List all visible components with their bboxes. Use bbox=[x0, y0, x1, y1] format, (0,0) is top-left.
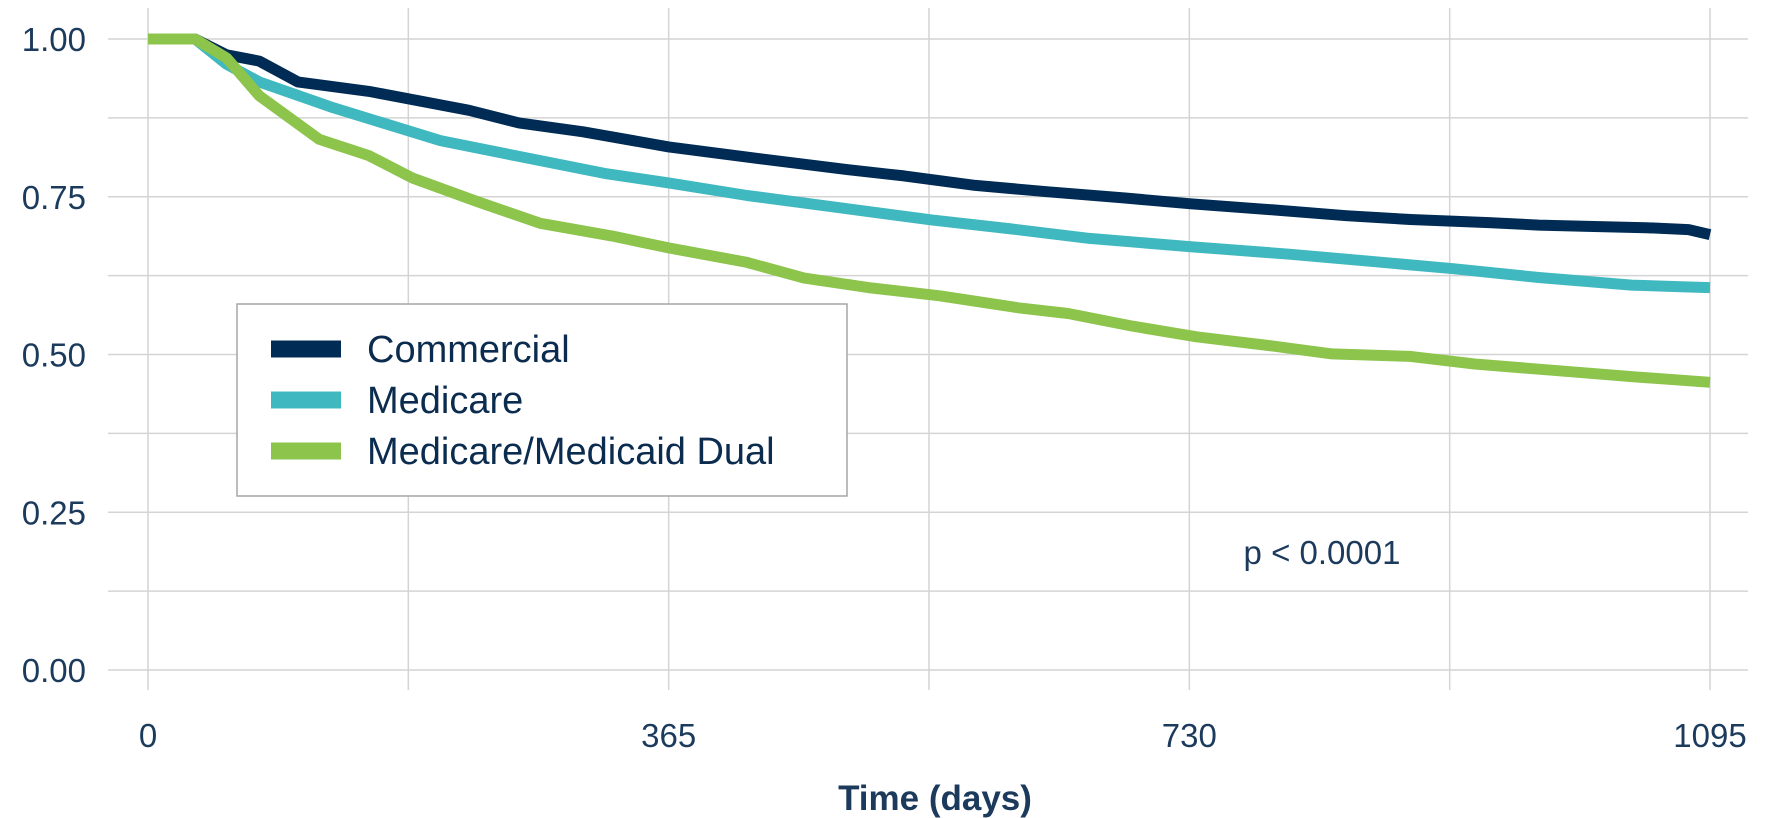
tick-labels: 0.00 0.25 0.50 0.75 1.00 0 365 730 1095 bbox=[22, 21, 1747, 754]
x-tick-label: 365 bbox=[641, 717, 696, 754]
series-lines bbox=[148, 33, 1712, 388]
series-line-medicare bbox=[148, 33, 1711, 294]
x-tick-label: 730 bbox=[1162, 717, 1217, 754]
y-tick-label: 0.00 bbox=[22, 652, 86, 689]
y-tick-label: 1.00 bbox=[22, 21, 86, 58]
p-value-annotation: p < 0.0001 bbox=[1244, 534, 1401, 571]
y-tick-label: 0.25 bbox=[22, 494, 86, 531]
x-tick-label: 1095 bbox=[1673, 717, 1746, 754]
legend-label: Medicare bbox=[367, 380, 523, 422]
series-line-commercial bbox=[148, 33, 1712, 240]
y-tick-label: 0.75 bbox=[22, 179, 86, 216]
legend: Commercial Medicare Medicare/Medicaid Dual bbox=[236, 303, 848, 497]
y-tick-label: 0.50 bbox=[22, 337, 86, 374]
legend-label: Medicare/Medicaid Dual bbox=[367, 431, 775, 473]
legend-label: Commercial bbox=[367, 329, 570, 371]
x-tick-label: 0 bbox=[139, 717, 157, 754]
series-line-medicare-medicaid-dual bbox=[148, 33, 1711, 388]
x-axis-title: Time (days) bbox=[838, 779, 1032, 818]
